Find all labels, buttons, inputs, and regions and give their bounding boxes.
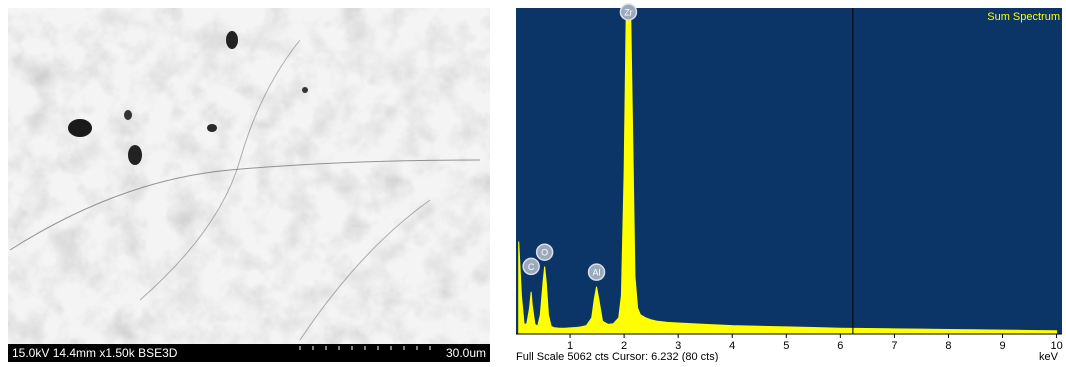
peak-marker (587, 263, 606, 281)
footer: Full Scale 5062 cts Cursor: 6.232 (80 ct… (516, 351, 718, 362)
x-tick-label: 4 (729, 340, 735, 352)
peak-marker (619, 3, 638, 21)
peak-label: C (528, 262, 535, 272)
peak-label: O (541, 248, 548, 258)
x-tick-label: 8 (945, 340, 951, 352)
scale-bar-label: 30.0um (446, 346, 486, 360)
x-tick-label: 10 (1050, 340, 1062, 352)
plot-area (516, 8, 1062, 334)
sem-image: 15.0kV 14.4mm x1.50k BSE3D 30.0um (8, 8, 490, 362)
x-tick-label: 9 (999, 340, 1005, 352)
x-tick-label: 3 (675, 340, 681, 352)
legend: Sum Spectrum (987, 11, 1060, 23)
peak-label: Al (593, 268, 601, 278)
sem-info: 15.0kV 14.4mm x1.50k BSE3D (12, 346, 178, 360)
peak-marker (535, 243, 554, 261)
x-axis-label: keV (1039, 351, 1059, 362)
x-tick-label: 2 (621, 340, 627, 352)
x-tick-label: 5 (783, 340, 789, 352)
peak-marker (522, 257, 540, 276)
x-tick-label: 6 (837, 340, 843, 352)
peak-label: Zr (624, 7, 633, 17)
spectrum-area (518, 8, 1058, 334)
x-tick-label: 7 (891, 340, 897, 352)
x-tick-label: 1 (567, 340, 573, 352)
plot-layer (518, 8, 1058, 334)
